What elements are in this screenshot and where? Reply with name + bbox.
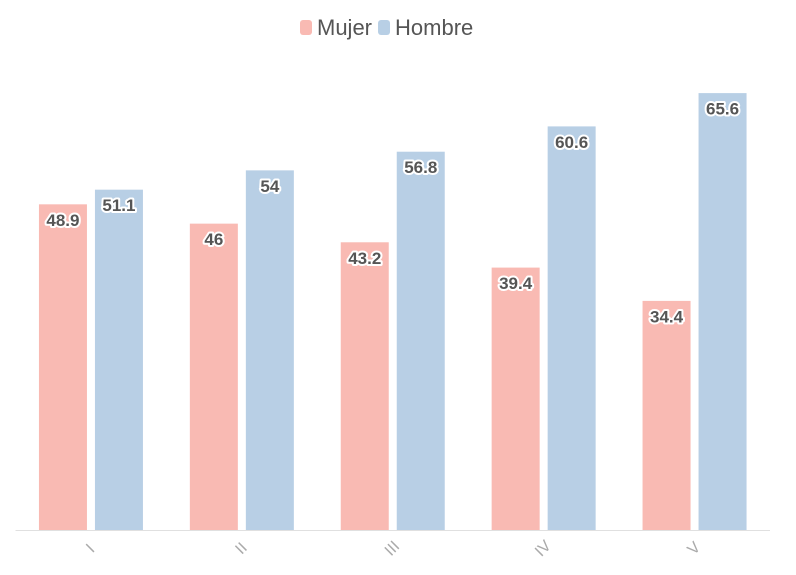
value-label: 39.4 [499, 274, 533, 293]
bar [340, 242, 389, 530]
bar [491, 267, 540, 530]
x-tick-label: V [685, 539, 705, 559]
legend-label: Mujer [317, 15, 372, 40]
value-label: 48.9 [46, 211, 79, 230]
legend-swatch [378, 20, 391, 35]
bar [245, 170, 294, 531]
value-label: 43.2 [348, 249, 381, 268]
bar [38, 204, 87, 531]
value-label: 46 [204, 230, 223, 249]
bar [698, 93, 747, 530]
bar [642, 300, 691, 530]
bar [396, 151, 445, 530]
x-tick-label: II [232, 540, 250, 558]
legend-label: Hombre [395, 15, 473, 40]
value-label: 65.6 [706, 100, 739, 119]
legend-swatch [300, 20, 312, 35]
value-label: 56.8 [404, 158, 437, 177]
x-tick-label: III [382, 538, 403, 559]
bar [189, 223, 238, 530]
bar [94, 189, 143, 530]
value-label: 54 [260, 177, 279, 196]
x-tick-label: I [83, 541, 98, 556]
value-label: 51.1 [102, 196, 135, 215]
bar [547, 126, 596, 531]
value-label: 60.6 [555, 133, 588, 152]
x-tick-label: IV [532, 537, 555, 560]
value-label: 34.4 [650, 307, 684, 326]
